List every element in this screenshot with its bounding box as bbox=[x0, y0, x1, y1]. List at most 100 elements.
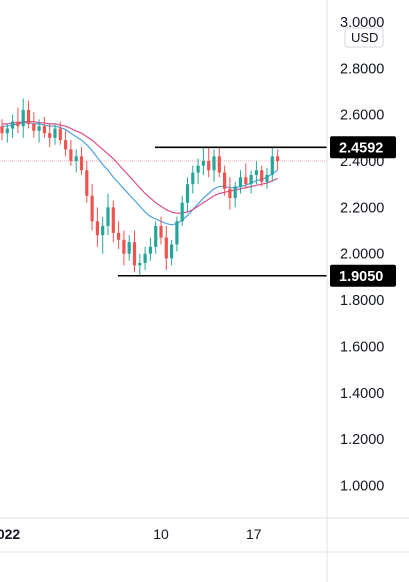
candle-body bbox=[228, 188, 232, 199]
candle[interactable] bbox=[244, 163, 248, 189]
candle[interactable] bbox=[191, 165, 195, 194]
candle-body bbox=[21, 110, 25, 127]
candle[interactable] bbox=[170, 239, 174, 266]
candle[interactable] bbox=[64, 130, 68, 157]
plot-area[interactable] bbox=[0, 98, 327, 277]
candle[interactable] bbox=[0, 119, 4, 141]
candle[interactable] bbox=[32, 112, 36, 138]
candle-body bbox=[5, 128, 9, 134]
candle[interactable] bbox=[260, 165, 264, 187]
candle[interactable] bbox=[148, 237, 152, 261]
candle-body bbox=[85, 170, 89, 196]
candle[interactable] bbox=[238, 170, 243, 194]
candle-body bbox=[64, 140, 68, 150]
candle[interactable] bbox=[159, 216, 163, 245]
candle[interactable] bbox=[53, 123, 57, 145]
price-tick-label: 2.8000 bbox=[340, 61, 384, 77]
candle-body bbox=[233, 186, 237, 199]
candle[interactable] bbox=[180, 195, 184, 226]
currency-unit-text: USD bbox=[351, 30, 378, 45]
candle[interactable] bbox=[21, 98, 25, 138]
candle[interactable] bbox=[132, 230, 137, 273]
candle[interactable] bbox=[37, 119, 41, 143]
candle[interactable] bbox=[90, 184, 94, 231]
candle[interactable] bbox=[201, 147, 205, 175]
candle[interactable] bbox=[111, 200, 115, 243]
candle[interactable] bbox=[85, 161, 89, 203]
candle-body bbox=[48, 133, 52, 138]
candle-body bbox=[138, 263, 142, 266]
candle[interactable] bbox=[228, 177, 232, 210]
candle[interactable] bbox=[122, 230, 126, 266]
candle[interactable] bbox=[95, 207, 99, 247]
candle-body bbox=[148, 246, 152, 254]
candle[interactable] bbox=[265, 167, 269, 189]
level-labels: 2.4592 1.9050 bbox=[330, 136, 396, 287]
candle-body bbox=[117, 232, 121, 240]
candle-body bbox=[143, 253, 147, 263]
candle-body bbox=[95, 221, 99, 236]
moving-average-line-1 bbox=[2, 122, 278, 226]
candle-body bbox=[170, 244, 174, 259]
candle-body bbox=[265, 174, 269, 182]
candle-body bbox=[90, 195, 94, 222]
candle-body bbox=[53, 128, 57, 138]
candle[interactable] bbox=[223, 165, 227, 196]
currency-unit-label[interactable]: USD bbox=[344, 27, 384, 48]
candle[interactable] bbox=[207, 147, 211, 178]
candle[interactable] bbox=[101, 216, 105, 254]
price-tick-label: 1.8000 bbox=[340, 293, 384, 309]
candle-body bbox=[122, 239, 126, 254]
candle[interactable] bbox=[164, 225, 168, 270]
candle[interactable] bbox=[154, 221, 158, 254]
price-level-label: 2.4592 bbox=[330, 136, 396, 159]
candle[interactable] bbox=[16, 107, 20, 134]
candle[interactable] bbox=[117, 221, 121, 250]
candle[interactable] bbox=[185, 177, 190, 212]
time-axis[interactable]: 2022 10 17 bbox=[0, 526, 262, 542]
candle[interactable] bbox=[254, 161, 258, 185]
candle[interactable] bbox=[233, 181, 237, 208]
candle[interactable] bbox=[74, 149, 78, 173]
candle-body bbox=[0, 126, 4, 134]
candle[interactable] bbox=[143, 246, 147, 270]
candle[interactable] bbox=[276, 149, 280, 171]
candle[interactable] bbox=[127, 235, 131, 261]
candle-body bbox=[101, 225, 105, 236]
candle[interactable] bbox=[270, 147, 274, 182]
candle-body bbox=[238, 177, 243, 187]
candle-body bbox=[11, 121, 15, 129]
price-level-label-text: 1.9050 bbox=[339, 269, 383, 285]
time-tick-label: 17 bbox=[246, 526, 262, 542]
candle-body bbox=[164, 237, 168, 259]
candle[interactable] bbox=[11, 114, 15, 138]
candle[interactable] bbox=[69, 140, 73, 166]
candle[interactable] bbox=[106, 193, 110, 236]
price-axis[interactable]: 3.00002.80002.60002.40002.20002.00001.80… bbox=[340, 15, 384, 495]
candle[interactable] bbox=[212, 149, 216, 182]
candle[interactable] bbox=[249, 170, 253, 194]
candle[interactable] bbox=[42, 116, 46, 138]
candle[interactable] bbox=[175, 216, 179, 252]
candle-body bbox=[37, 126, 41, 131]
candle-body bbox=[217, 156, 221, 173]
candle[interactable] bbox=[138, 253, 142, 276]
price-level-label-text: 2.4592 bbox=[339, 140, 383, 156]
price-tick-label: 1.0000 bbox=[340, 479, 384, 495]
price-tick-label: 2.6000 bbox=[340, 108, 384, 124]
candle-body bbox=[191, 172, 195, 185]
candle[interactable] bbox=[196, 158, 200, 185]
candle-body bbox=[69, 149, 73, 161]
price-level-label-box bbox=[330, 264, 396, 287]
candle[interactable] bbox=[79, 147, 84, 175]
price-tick-label: 1.6000 bbox=[340, 339, 384, 355]
candle[interactable] bbox=[58, 121, 62, 145]
candle[interactable] bbox=[217, 147, 221, 178]
candle-body bbox=[32, 123, 36, 131]
candle[interactable] bbox=[48, 123, 52, 148]
candle[interactable] bbox=[5, 123, 9, 143]
candle-body bbox=[111, 207, 115, 233]
candle[interactable] bbox=[26, 100, 31, 129]
